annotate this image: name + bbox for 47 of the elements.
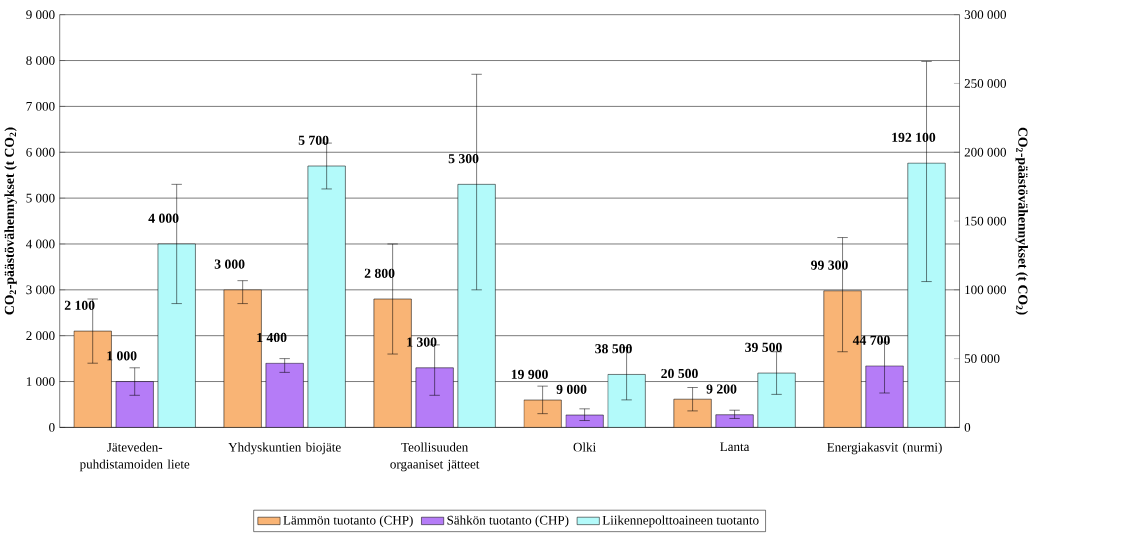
data-label: 2 800	[364, 268, 395, 279]
y2-tick-label: 150 000	[965, 216, 1007, 226]
data-label: 38 500	[595, 344, 632, 354]
y-tick-label: 6 000	[26, 148, 55, 157]
y-tick-label: 3 000	[26, 285, 55, 295]
y-tick-label: 1 000	[26, 377, 55, 387]
data-label: 1 000	[107, 351, 137, 361]
x-tick-label: Jäteveden-puhdistamoiden liete	[79, 442, 190, 472]
x-tick-label: Yhdyskuntien biojäte	[228, 442, 341, 455]
y2-tick-label: 250 000	[964, 79, 1007, 89]
x-tick-label: Lanta	[720, 442, 750, 452]
data-label: 5 300	[448, 154, 479, 164]
data-label: 1 400	[257, 333, 287, 343]
y-tick-label: 0	[49, 423, 55, 432]
data-label: 39 500	[745, 342, 782, 353]
bar	[523, 399, 562, 428]
bar	[673, 399, 712, 428]
y-tick-label: 5 000	[26, 193, 55, 203]
y-tick-label: 9 000	[26, 10, 55, 20]
legend-label: Liikennepolttoaineen tuotanto	[602, 515, 759, 528]
legend-label: Lämmön tuotanto (CHP)	[283, 515, 413, 528]
x-tick-label: Teollisuuden orgaaniset jätteet	[390, 442, 480, 472]
y2-tick-label: 300 000	[964, 10, 1007, 20]
y2-tick-label: 50 000	[964, 354, 1000, 364]
data-label: 4 000	[148, 213, 179, 224]
y-axis-title: CO$_{2}$-päästövähennykset (t CO$_{2}$)	[4, 127, 17, 315]
y-tick-label: 2 000	[26, 331, 55, 341]
data-label: 3 000	[214, 259, 245, 269]
bar	[715, 414, 754, 428]
data-label: 9 000	[556, 384, 587, 395]
data-label: 2 100	[64, 300, 95, 311]
y2-tick-label: 0	[964, 423, 971, 432]
data-label: 192 100	[892, 132, 936, 143]
y2-tick-label: 200 000	[964, 148, 1007, 157]
y-tick-label: 7 000	[26, 102, 55, 111]
data-label: 9 200	[706, 384, 737, 394]
data-label: 5 700	[298, 135, 329, 146]
data-label: 99 300	[811, 260, 848, 270]
y-tick-label: 4 000	[26, 239, 55, 249]
y2-tick-label: 100 000	[965, 285, 1007, 295]
x-tick-label: Olki	[573, 442, 596, 452]
x-tick-label: Energiakasvit (nurmi)	[827, 442, 942, 455]
y-tick-label: 8 000	[26, 56, 55, 66]
data-label: 20 500	[661, 369, 698, 379]
y2-axis-title: CO$_{2}$-päästövähennykset (t CO$_{2}$)	[1015, 127, 1028, 315]
legend-label: Sähkön tuotanto (CHP)	[447, 515, 569, 528]
data-label: 19 900	[511, 369, 548, 380]
